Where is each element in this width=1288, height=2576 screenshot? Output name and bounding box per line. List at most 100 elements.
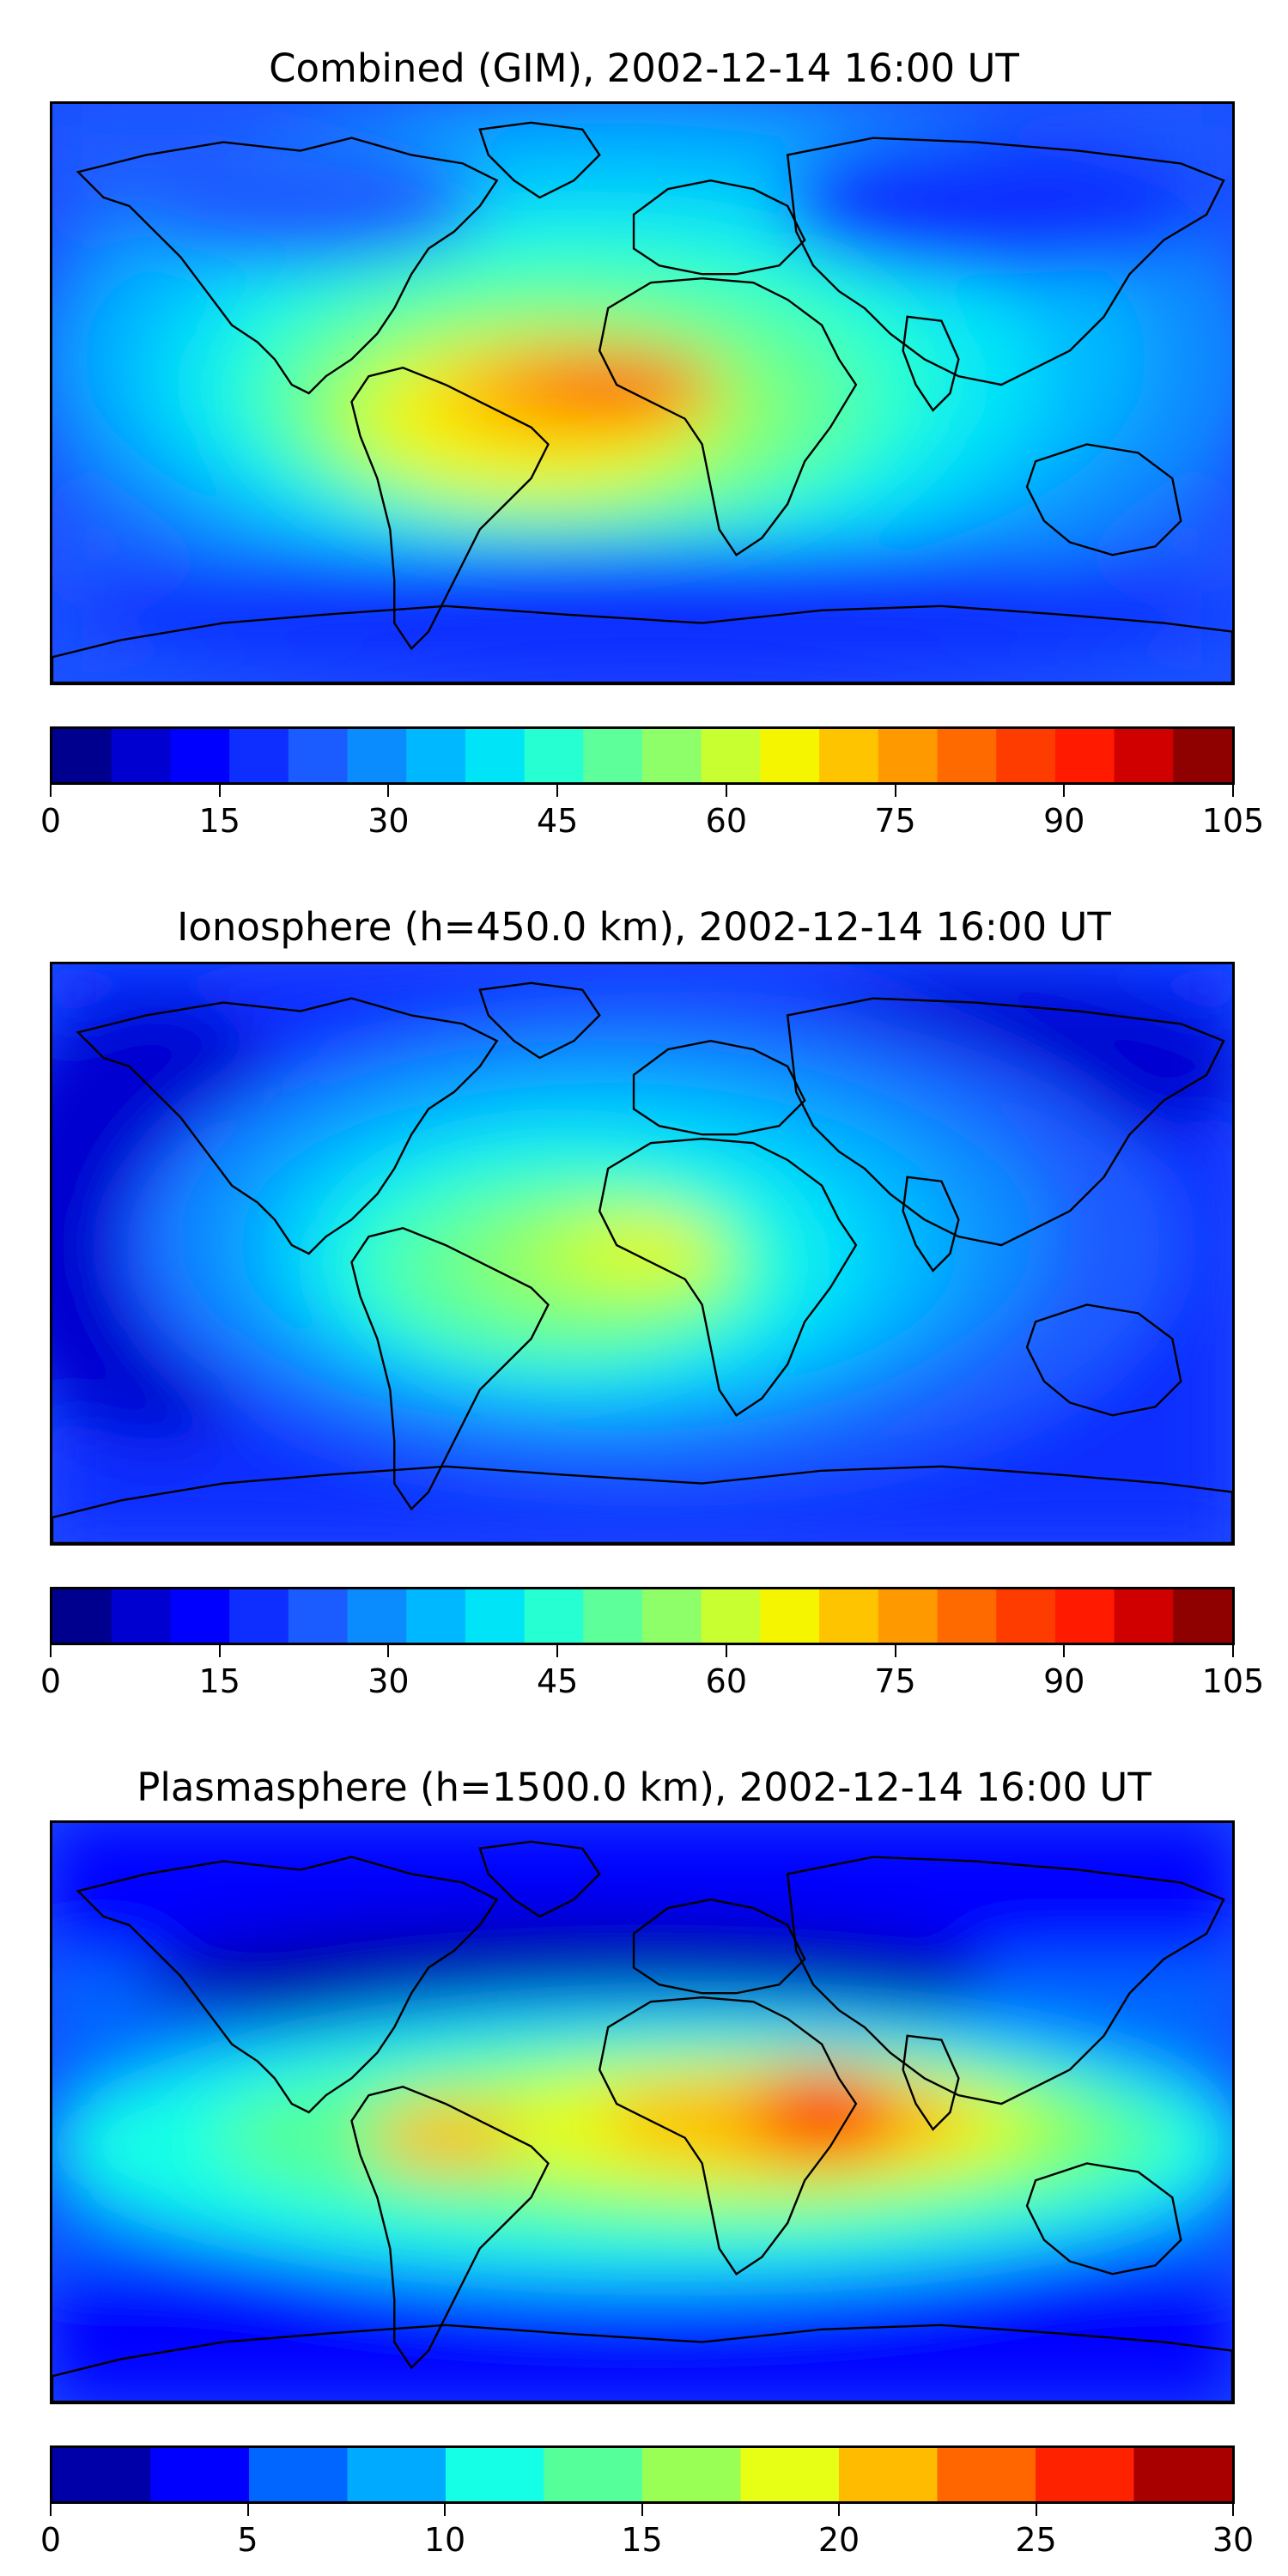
colorbar-bin [937,729,997,782]
panel-2-colorbar [50,1587,1235,1645]
colorbar-tick [556,1645,559,1657]
colorbar-bin [406,729,466,782]
colorbar-tick [725,1645,727,1657]
colorbar-bin [524,1589,584,1643]
panel-2-map [50,962,1235,1546]
colorbar-bin [524,729,584,782]
colorbar-bin [583,1589,643,1643]
colorbar-tick-label: 0 [39,1662,62,1700]
colorbar-bin [740,2448,840,2501]
colorbar-bin [446,2448,544,2501]
colorbar-bin [229,1589,289,1643]
colorbar-bin [583,729,643,782]
colorbar-bin [52,1589,112,1643]
colorbar-bin [347,1589,407,1643]
colorbar-bin [465,729,526,782]
colorbar-tick-label: 90 [1043,802,1085,840]
colorbar-tick-label: 30 [368,802,410,840]
colorbar-tick [1063,1645,1066,1657]
colorbar-tick [444,2504,446,2516]
colorbar-tick [725,785,727,797]
colorbar-tick [1232,2504,1234,2516]
colorbar-bin [150,2448,250,2501]
panel-3-map [50,1820,1235,2404]
colorbar-bin [406,1589,466,1643]
colorbar-tick [50,785,52,797]
colorbar-bin [701,729,761,782]
colorbar-bin [642,729,702,782]
colorbar-tick-label: 0 [39,802,62,840]
colorbar-tick-label: 20 [817,2521,860,2559]
colorbar-tick [1232,1645,1234,1657]
colorbar-tick-label: 45 [536,802,579,840]
colorbar-bin [288,729,348,782]
colorbar-tick-label: 15 [198,1662,240,1700]
colorbar-bin [1054,1589,1115,1643]
colorbar-bin [642,1589,702,1643]
colorbar-tick [1035,2504,1037,2516]
colorbar-tick [838,2504,840,2516]
colorbar-bin [701,1589,761,1643]
colorbar-bin [111,729,171,782]
colorbar-bin [878,1589,938,1643]
colorbar-tick-label: 0 [39,2521,62,2559]
colorbar-bin [52,2448,151,2501]
colorbar-bin [465,1589,526,1643]
colorbar-bin [170,729,230,782]
colorbar-bin [544,2448,643,2501]
colorbar-tick [246,2504,249,2516]
colorbar-bin [229,729,289,782]
colorbar-tick [50,1645,52,1657]
colorbar-tick-label: 45 [536,1662,579,1700]
colorbar-bin [52,729,112,782]
colorbar-bin [347,729,407,782]
colorbar-bin [1133,2448,1232,2501]
colorbar-bin [1114,729,1174,782]
colorbar-bin [170,1589,230,1643]
colorbar-tick-label: 15 [198,802,240,840]
colorbar-tick-label: 105 [1201,802,1265,840]
colorbar-tick [894,1645,896,1657]
colorbar-bin [288,1589,348,1643]
colorbar-tick [387,785,390,797]
colorbar-bin [249,2448,348,2501]
colorbar-bin [819,729,879,782]
colorbar-tick-label: 30 [1212,2521,1255,2559]
colorbar-bin [937,2448,1036,2501]
colorbar-bin [760,1589,820,1643]
colorbar-tick-label: 25 [1015,2521,1057,2559]
colorbar-tick-label: 5 [237,2521,258,2559]
colorbar-tick [556,785,559,797]
colorbar-tick [218,785,221,797]
panel-1-title: Combined (GIM), 2002-12-14 16:00 UT [269,46,1019,91]
colorbar-tick-label: 105 [1201,1662,1265,1700]
colorbar-bin [1173,1589,1232,1643]
colorbar-tick-label: 10 [423,2521,466,2559]
colorbar-tick-label: 60 [705,1662,748,1700]
colorbar-bin [819,1589,879,1643]
colorbar-bin [1114,1589,1174,1643]
colorbar-bin [1036,2448,1134,2501]
colorbar-bin [937,1589,997,1643]
panel-3-colorbar [50,2445,1235,2504]
colorbar-bin [642,2448,741,2501]
colorbar-tick-label: 60 [705,802,748,840]
colorbar-bin [878,729,938,782]
colorbar-tick [1063,785,1066,797]
colorbar-tick [218,1645,221,1657]
colorbar-tick-label: 15 [621,2521,663,2559]
colorbar-tick-label: 75 [874,802,916,840]
colorbar-bin [760,729,820,782]
panel-3-title: Plasmasphere (h=1500.0 km), 2002-12-14 1… [137,1765,1151,1810]
colorbar-tick [1232,785,1234,797]
colorbar-bin [1173,729,1232,782]
panel-1-colorbar [50,726,1235,785]
colorbar-tick-label: 90 [1043,1662,1085,1700]
colorbar-bin [347,2448,447,2501]
colorbar-tick-label: 75 [874,1662,916,1700]
colorbar-tick [894,785,896,797]
colorbar-bin [111,1589,171,1643]
colorbar-tick [50,2504,52,2516]
colorbar-bin [996,1589,1056,1643]
panel-2-title: Ionosphere (h=450.0 km), 2002-12-14 16:0… [177,904,1111,950]
